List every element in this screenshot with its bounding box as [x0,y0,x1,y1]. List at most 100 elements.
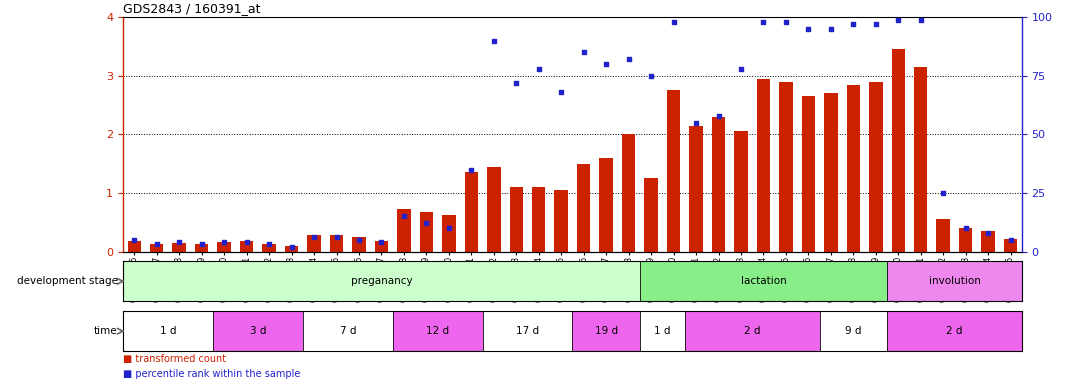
Point [148,242,166,248]
Point [621,56,638,63]
Point [664,19,682,25]
Text: 3 d: 3 d [249,326,266,336]
Bar [352,237,366,252]
Point [193,242,210,248]
Point [844,21,861,27]
Bar [1004,238,1018,252]
Point [171,239,188,245]
Bar [374,241,388,252]
Point [800,26,817,32]
Bar [172,243,186,252]
Bar [887,261,1022,301]
Bar [846,84,860,252]
Bar [914,67,928,252]
Bar [640,261,887,301]
Bar [285,246,299,252]
Bar [240,241,254,252]
Text: lactation: lactation [740,276,786,286]
Bar [981,231,995,252]
Bar [303,311,393,351]
Text: development stage: development stage [17,276,118,286]
Point [867,21,884,27]
Bar [123,311,213,351]
Point [485,38,503,44]
Point [957,225,974,231]
Bar [689,126,703,252]
Text: 17 d: 17 d [516,326,539,336]
Bar [397,209,411,252]
Bar [869,82,883,252]
Text: involution: involution [929,276,980,286]
Point [889,17,906,23]
Bar [464,172,478,252]
Bar [127,241,141,252]
Bar [419,212,433,252]
Point [642,73,659,79]
Point [306,234,323,240]
Point [935,190,952,196]
Point [238,239,256,245]
Point [216,239,233,245]
Point [755,19,773,25]
Text: 9 d: 9 d [845,326,861,336]
Point [822,26,839,32]
Text: time: time [94,326,118,336]
Point [709,113,727,119]
Point [417,220,434,227]
Point [327,234,345,240]
Point [395,214,412,220]
Text: ■ percentile rank within the sample: ■ percentile rank within the sample [123,369,301,379]
Bar [891,50,905,252]
Bar [959,228,973,252]
Point [732,66,749,72]
Bar [644,178,658,252]
Bar [756,79,770,252]
Point [282,244,300,250]
Point [777,19,794,25]
Point [979,230,996,236]
Bar [667,91,681,252]
Text: 19 d: 19 d [595,326,617,336]
Point [351,237,368,243]
Bar [779,82,793,252]
Bar [217,242,231,252]
Point [507,80,524,86]
Bar [640,311,685,351]
Bar [712,117,725,252]
Bar [887,311,1022,351]
Bar [509,187,523,252]
Bar [577,164,591,252]
Point [552,89,569,95]
Bar [123,261,640,301]
Bar [307,235,321,252]
Bar [824,93,838,252]
Text: GDS2843 / 160391_at: GDS2843 / 160391_at [123,2,261,15]
Text: 7 d: 7 d [339,326,356,336]
Point [912,17,929,23]
Point [441,225,458,231]
Bar [572,311,640,351]
Bar [554,190,568,252]
Text: ■ transformed count: ■ transformed count [123,354,226,364]
Bar [150,245,164,252]
Point [530,66,547,72]
Text: 2 d: 2 d [946,326,963,336]
Point [126,237,143,243]
Bar [262,245,276,252]
Text: 2 d: 2 d [744,326,761,336]
Bar [442,215,456,252]
Bar [487,167,501,252]
Bar [820,311,887,351]
Point [462,167,479,173]
Bar [195,244,209,252]
Bar [685,311,820,351]
Bar [330,235,343,252]
Bar [393,311,483,351]
Point [576,50,593,56]
Point [687,120,704,126]
Point [372,239,389,245]
Text: 1 d: 1 d [159,326,177,336]
Point [1002,237,1019,243]
Bar [532,187,546,252]
Text: 12 d: 12 d [426,326,449,336]
